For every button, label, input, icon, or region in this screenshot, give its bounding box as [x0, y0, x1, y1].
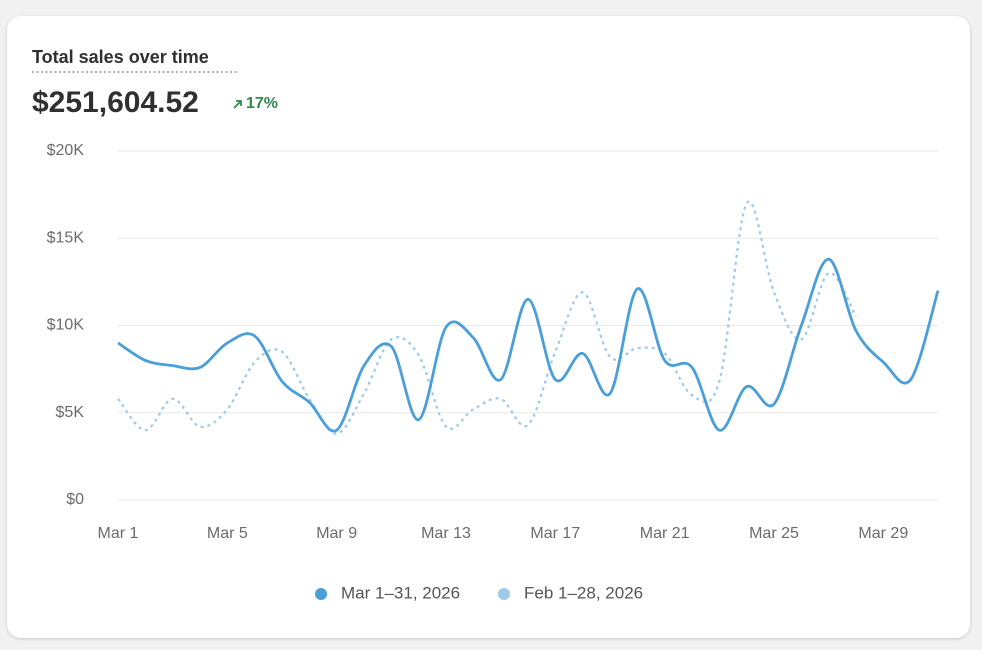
- x-tick-label: Mar 25: [749, 525, 799, 542]
- y-tick-label: $0: [66, 491, 84, 508]
- card: [7, 16, 970, 638]
- y-tick-label: $15K: [47, 229, 85, 246]
- x-tick-label: Mar 13: [421, 525, 471, 542]
- x-tick-label: Mar 1: [98, 525, 139, 542]
- plot: $0 $5K $10K $15K $20K Mar 1 Mar 5 Mar 9 Mar 13 Ma…: [47, 142, 940, 602]
- x-tick-label: Mar 5: [207, 525, 248, 542]
- x-tick-label: Mar 9: [316, 525, 357, 542]
- change: 17%: [246, 95, 278, 112]
- series-line: [117, 200, 857, 435]
- legend-swatch: [498, 588, 510, 600]
- total: $251,604.52: [32, 86, 199, 119]
- y-tick-label: $20K: [47, 142, 85, 159]
- x-tick-label: Mar 17: [530, 525, 580, 542]
- x-tick-label: Mar 21: [640, 525, 690, 542]
- legend-swatch: [315, 588, 327, 600]
- series-line: [117, 257, 940, 433]
- chart-title[interactable]: Total sales over time: [32, 47, 209, 67]
- y-tick-label: $5K: [56, 404, 85, 421]
- y-tick-label: $10K: [47, 317, 85, 334]
- x-tick-label: Mar 29: [858, 525, 908, 542]
- legend-label: Feb 1–28, 2026: [524, 583, 643, 602]
- up-arrow: [233, 100, 242, 109]
- legend-label: Mar 1–31, 2026: [341, 583, 460, 602]
